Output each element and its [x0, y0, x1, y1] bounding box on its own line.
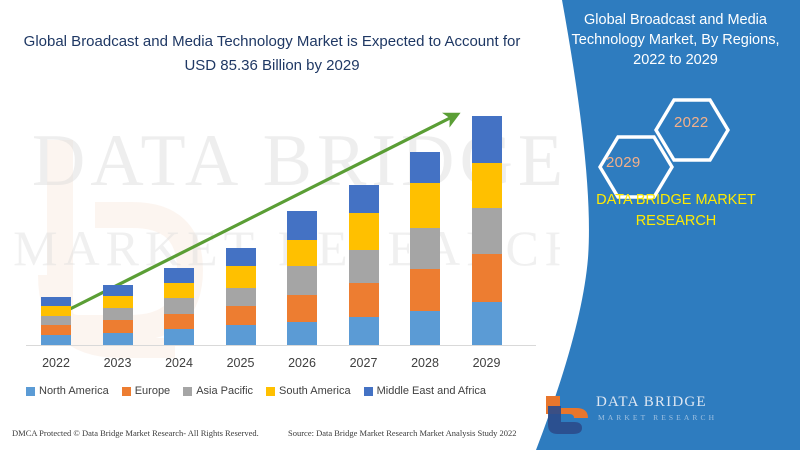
bar-segment-south-america-2028[interactable] — [410, 183, 440, 228]
x-axis-line — [26, 345, 536, 346]
bar-segment-europe-2023[interactable] — [102, 320, 133, 333]
panel-title: Global Broadcast and Media Technology Ma… — [571, 12, 780, 68]
bar-segment-north-america-2028[interactable] — [410, 310, 440, 345]
bar-segment-north-america-2029[interactable] — [471, 302, 502, 345]
bar-segment-middle-east-and-africa-2023[interactable] — [102, 284, 133, 296]
bar-segment-north-america-2027[interactable] — [348, 317, 379, 345]
bar-segment-middle-east-and-africa-2029[interactable] — [471, 116, 502, 163]
right-info-panel: Global Broadcast and Media Technology Ma… — [520, 0, 800, 450]
hex-label-2029: 2029 — [606, 154, 641, 171]
x-axis-label-2022: 2022 — [42, 356, 70, 370]
bar-segment-middle-east-and-africa-2028[interactable] — [410, 152, 440, 183]
bar-segment-north-america-2023[interactable] — [102, 332, 133, 345]
bar-segment-europe-2027[interactable] — [348, 283, 379, 317]
page-title: Global Broadcast and Media Technology Ma… — [23, 33, 521, 74]
bar-segment-europe-2026[interactable] — [287, 294, 317, 322]
bar-segment-south-america-2023[interactable] — [102, 295, 133, 308]
x-axis-label-2025: 2025 — [226, 356, 255, 370]
bar-segment-europe-2022[interactable] — [41, 324, 71, 335]
bar-segment-middle-east-and-africa-2027[interactable] — [348, 185, 379, 213]
legend-label: Europe — [134, 385, 171, 397]
legend-swatch-icon — [363, 386, 373, 396]
legend-label: Asia Pacific — [196, 385, 254, 397]
bar-segment-asia-pacific-2026[interactable] — [287, 266, 317, 295]
legend-swatch-icon — [26, 386, 35, 396]
chart-plot-area: 2022 2023 2024 2025 2026 2027 2028 2029 — [26, 112, 536, 370]
bar-segment-south-america-2029[interactable] — [471, 163, 502, 208]
bar-2026[interactable] — [287, 211, 317, 345]
bar-segment-south-america-2022[interactable] — [41, 306, 71, 316]
legend-item-asia-pacific[interactable]: Asia Pacific — [183, 385, 253, 397]
dbmr-logo: DATA BRIDGE MARKET RESEARCH — [540, 392, 760, 438]
bar-segment-asia-pacific-2024[interactable] — [164, 298, 194, 314]
bar-2022[interactable] — [41, 297, 71, 345]
x-axis-label-2028: 2028 — [411, 356, 439, 370]
bar-segment-europe-2024[interactable] — [164, 313, 194, 329]
bar-2027[interactable] — [348, 185, 379, 345]
panel-brand-name: DATA BRIDGE MARKET RESEARCH — [560, 190, 792, 232]
brand-line-1: DATA BRIDGE MARKET — [596, 192, 756, 208]
bar-segment-south-america-2024[interactable] — [164, 282, 194, 298]
legend-swatch-icon — [183, 386, 193, 396]
dbmr-logo-mark — [546, 396, 588, 434]
x-axis-label-2029: 2029 — [472, 356, 501, 370]
bar-segment-europe-2028[interactable] — [410, 269, 440, 311]
bar-segment-north-america-2026[interactable] — [287, 322, 317, 345]
legend-label: South America — [279, 385, 351, 397]
bar-segment-asia-pacific-2029[interactable] — [471, 208, 502, 254]
legend-swatch-icon — [121, 386, 131, 396]
bar-2024[interactable] — [164, 267, 194, 345]
dbmr-logo-title: DATA BRIDGE — [596, 394, 707, 410]
bar-segment-europe-2029[interactable] — [471, 254, 502, 302]
bar-segment-south-america-2025[interactable] — [225, 266, 256, 288]
x-axis-label-2027: 2027 — [349, 356, 378, 370]
legend-swatch-icon — [266, 386, 276, 396]
footer-copyright: DMCA Protected © Data Bridge Market Rese… — [12, 428, 259, 438]
legend-item-north-america[interactable]: North America — [26, 385, 109, 397]
bar-2023[interactable] — [102, 284, 133, 345]
bar-segment-middle-east-and-africa-2022[interactable] — [41, 297, 71, 306]
bar-segment-europe-2025[interactable] — [225, 305, 256, 325]
brand-line-2: RESEARCH — [635, 213, 717, 229]
legend-label: North America — [39, 385, 109, 397]
dbmr-logo-subtitle: MARKET RESEARCH — [598, 413, 718, 422]
bar-segment-middle-east-and-africa-2026[interactable] — [287, 211, 317, 240]
hexagon-badges: 2029 2022 — [582, 92, 782, 202]
legend-item-europe[interactable]: Europe — [121, 385, 171, 397]
bar-segment-asia-pacific-2023[interactable] — [102, 308, 133, 320]
x-axis-label-2026: 2026 — [288, 356, 316, 370]
bar-segment-middle-east-and-africa-2024[interactable] — [164, 267, 194, 283]
x-axis-label-2023: 2023 — [103, 356, 132, 370]
bar-segment-north-america-2025[interactable] — [225, 324, 256, 345]
legend-item-middle-east-and-africa[interactable]: Middle East and Africa — [363, 385, 487, 397]
bar-segment-north-america-2024[interactable] — [164, 329, 194, 345]
bar-segment-asia-pacific-2028[interactable] — [410, 228, 440, 269]
bar-segment-asia-pacific-2027[interactable] — [348, 249, 379, 283]
bar-segment-middle-east-and-africa-2025[interactable] — [225, 248, 256, 266]
bar-segment-asia-pacific-2022[interactable] — [41, 315, 71, 325]
legend-label: Middle East and Africa — [376, 385, 487, 397]
growth-arrow — [63, 112, 461, 314]
legend-item-south-america[interactable]: South America — [266, 385, 351, 397]
bar-2028[interactable] — [410, 152, 440, 345]
hexagon-shapes — [598, 98, 730, 199]
hex-label-2022: 2022 — [674, 114, 709, 131]
bar-segment-south-america-2026[interactable] — [287, 240, 317, 266]
bar-2025[interactable] — [225, 248, 256, 345]
bar-2029[interactable] — [471, 116, 502, 345]
panel-background-shape — [536, 0, 800, 450]
footer-source: Source: Data Bridge Market Research Mark… — [288, 428, 517, 438]
bar-segment-north-america-2022[interactable] — [41, 334, 71, 345]
bar-segment-asia-pacific-2025[interactable] — [225, 287, 256, 306]
chart-legend: North America Europe Asia Pacific South Ame… — [26, 385, 536, 397]
x-axis-label-2024: 2024 — [165, 356, 193, 370]
bar-segment-south-america-2027[interactable] — [348, 212, 379, 250]
